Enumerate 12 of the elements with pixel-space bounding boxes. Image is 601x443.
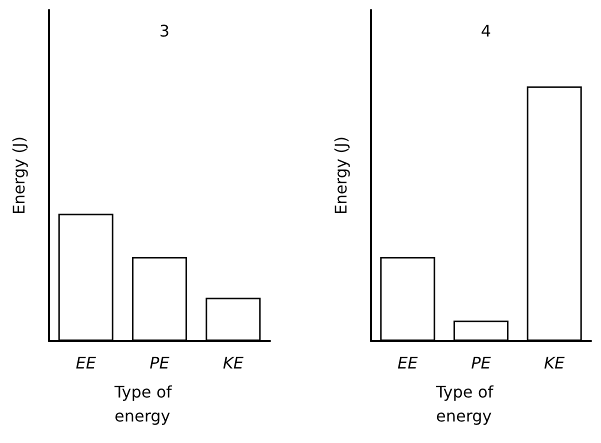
chart-title: 4	[480, 22, 492, 40]
y-axis-title: Energy (J)	[332, 136, 350, 215]
x-axis-title: Type of energy	[114, 382, 177, 426]
x-tick-label: KE	[544, 354, 566, 372]
x-tick-label: PE	[150, 354, 170, 372]
y-axis-title: Energy (J)	[10, 136, 28, 215]
chart-title: 3	[159, 22, 170, 40]
x-tick-label: EE	[398, 354, 419, 372]
x-tick-label: EE	[76, 354, 97, 372]
x-tick-label: PE	[471, 354, 492, 372]
x-axis-title: Type of energy	[435, 382, 498, 426]
x-tick-label: KE	[222, 354, 244, 372]
